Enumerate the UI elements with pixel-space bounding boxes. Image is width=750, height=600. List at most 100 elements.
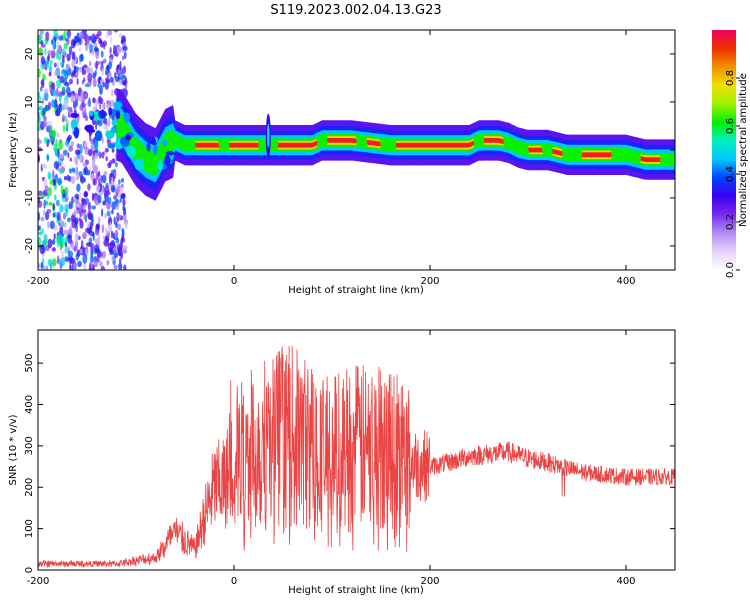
spectrogram-noise-mark [63,229,69,236]
spectrogram-noise-mark [103,170,108,176]
spectrogram-noise-mark [115,221,118,229]
spectrogram-noise-mark [47,192,50,200]
spectrogram-blob-mark [110,126,116,134]
spectrogram-noise-mark [74,233,79,243]
x-tick-label: -200 [27,276,50,287]
colorbar-tick-label: 0.4 [725,166,736,182]
spectrogram-noise-mark [74,217,79,225]
spectrogram-noise-mark [83,191,88,198]
spectrogram-noise-mark [92,178,98,186]
spectrogram-noise-mark [105,32,109,38]
spectrogram-noise-mark [54,110,61,117]
spectrogram-noise-mark [120,185,124,194]
spectrogram-blob-mark [153,144,158,155]
spectrogram-noise-mark [49,59,53,67]
spectrogram-noise-mark [42,120,48,128]
spectrogram-noise-mark [100,60,104,66]
x-tick-label: 400 [616,276,635,287]
spectrogram-noise-mark [111,201,117,210]
spectrogram-noise-mark [114,162,118,168]
spectrogram-noise-mark [68,46,73,53]
spectrogram-noise-mark [50,129,56,138]
spectrogram-noise-mark [99,261,103,267]
spectrogram-noise-mark [47,50,53,56]
spectrogram-noise-mark [109,47,112,55]
colorbar-tick-label: 0.0 [725,262,736,278]
spectrogram-noise-mark [58,35,64,41]
spectrogram-noise-mark [69,225,73,236]
spectrogram-noise-mark [72,168,76,174]
spectrogram-blob-mark [157,160,164,171]
spectrogram-noise-mark [87,221,91,229]
spectrogram-noise-mark [74,240,79,251]
spectrogram-noise-mark [97,234,101,243]
spectrogram-noise-mark [43,115,47,122]
spectrogram-noise-mark [65,123,69,133]
spectrogram-noise-mark [120,67,125,77]
spectrogram-noise-mark [80,175,85,184]
snr-marks [38,345,675,569]
spectrogram-noise-mark [95,223,100,231]
spectrogram-blob-mark [164,155,171,166]
spectrogram-noise-mark [60,185,64,195]
spectrogram-noise-mark [52,169,55,178]
spectrogram-blob-mark [73,126,79,139]
y-tick-label: 10 [24,96,35,109]
spectrogram-noise-mark [123,264,127,270]
spectrogram-noise-mark [105,148,109,153]
spectrogram-noise-mark [83,92,88,99]
spectrogram-noise-mark [60,256,66,267]
spectrogram-noise-mark [110,230,114,239]
spectrogram-noise-mark [101,224,105,234]
spectrogram-noise-mark [48,71,52,77]
spectrogram-noise-mark [82,232,87,240]
spectrogram-noise-mark [79,54,84,62]
spectrogram-noise-mark [114,245,117,254]
spectrogram-noise-mark [107,230,110,239]
spectrogram-noise-mark [59,218,64,228]
spectrogram-noise-mark [61,48,66,55]
spectrogram-noise-mark [78,46,81,52]
spectrogram-noise-mark [38,68,41,78]
spectrogram-noise-mark [41,78,45,89]
spectrogram-noise-mark [111,158,116,164]
spectrogram-noise-mark [121,192,126,200]
spectrogram-noise-mark [42,107,46,116]
spectrogram-noise-mark [68,250,74,258]
spectrogram-noise-mark [124,51,127,60]
spectrogram-noise-mark [64,247,68,254]
spectrogram-noise-mark [121,227,124,234]
spectrogram-blob-mark [111,119,118,127]
x-tick-label: 200 [420,576,439,587]
spectrogram-noise-mark [111,148,115,153]
spectrogram-noise-mark [57,52,62,61]
spectrogram-noise-mark [103,239,108,247]
spectrogram-noise-mark [66,174,70,181]
spectrogram-noise-mark [97,83,102,88]
spectrogram-noise-mark [94,152,98,160]
spectrogram-noise-mark [104,185,110,195]
spectrogram-core-band [552,148,563,156]
spectrogram-noise-mark [45,265,49,270]
spectrogram-noise-mark [90,255,94,263]
spectrogram-noise-mark [59,75,65,84]
spectrogram-noise-mark [118,262,123,270]
spectrogram-noise-mark [91,192,95,201]
spectrogram-noise-mark [101,104,106,109]
spectrogram-noise-mark [74,92,79,102]
spectrogram-noise-mark [64,203,69,214]
spectrogram-noise-mark [92,49,95,56]
spectrogram-noise-mark [52,258,57,267]
spectrogram-marks [38,30,675,270]
colorbar-label: Normalized spectral amplitude [738,73,749,227]
spectrogram-noise-mark [39,86,43,92]
spectrogram-noise-mark [75,42,80,47]
spectrogram-noise-mark [69,168,72,174]
spectrogram-noise-mark [52,179,57,187]
spectrogram-noise-mark [45,104,50,112]
spectrogram-noise-mark [106,79,111,84]
spectrogram-ridge-band [116,112,675,177]
spectrogram-noise-mark [51,89,57,97]
spectrogram-noise-mark [115,237,120,244]
spectrogram-noise-mark [40,30,43,38]
